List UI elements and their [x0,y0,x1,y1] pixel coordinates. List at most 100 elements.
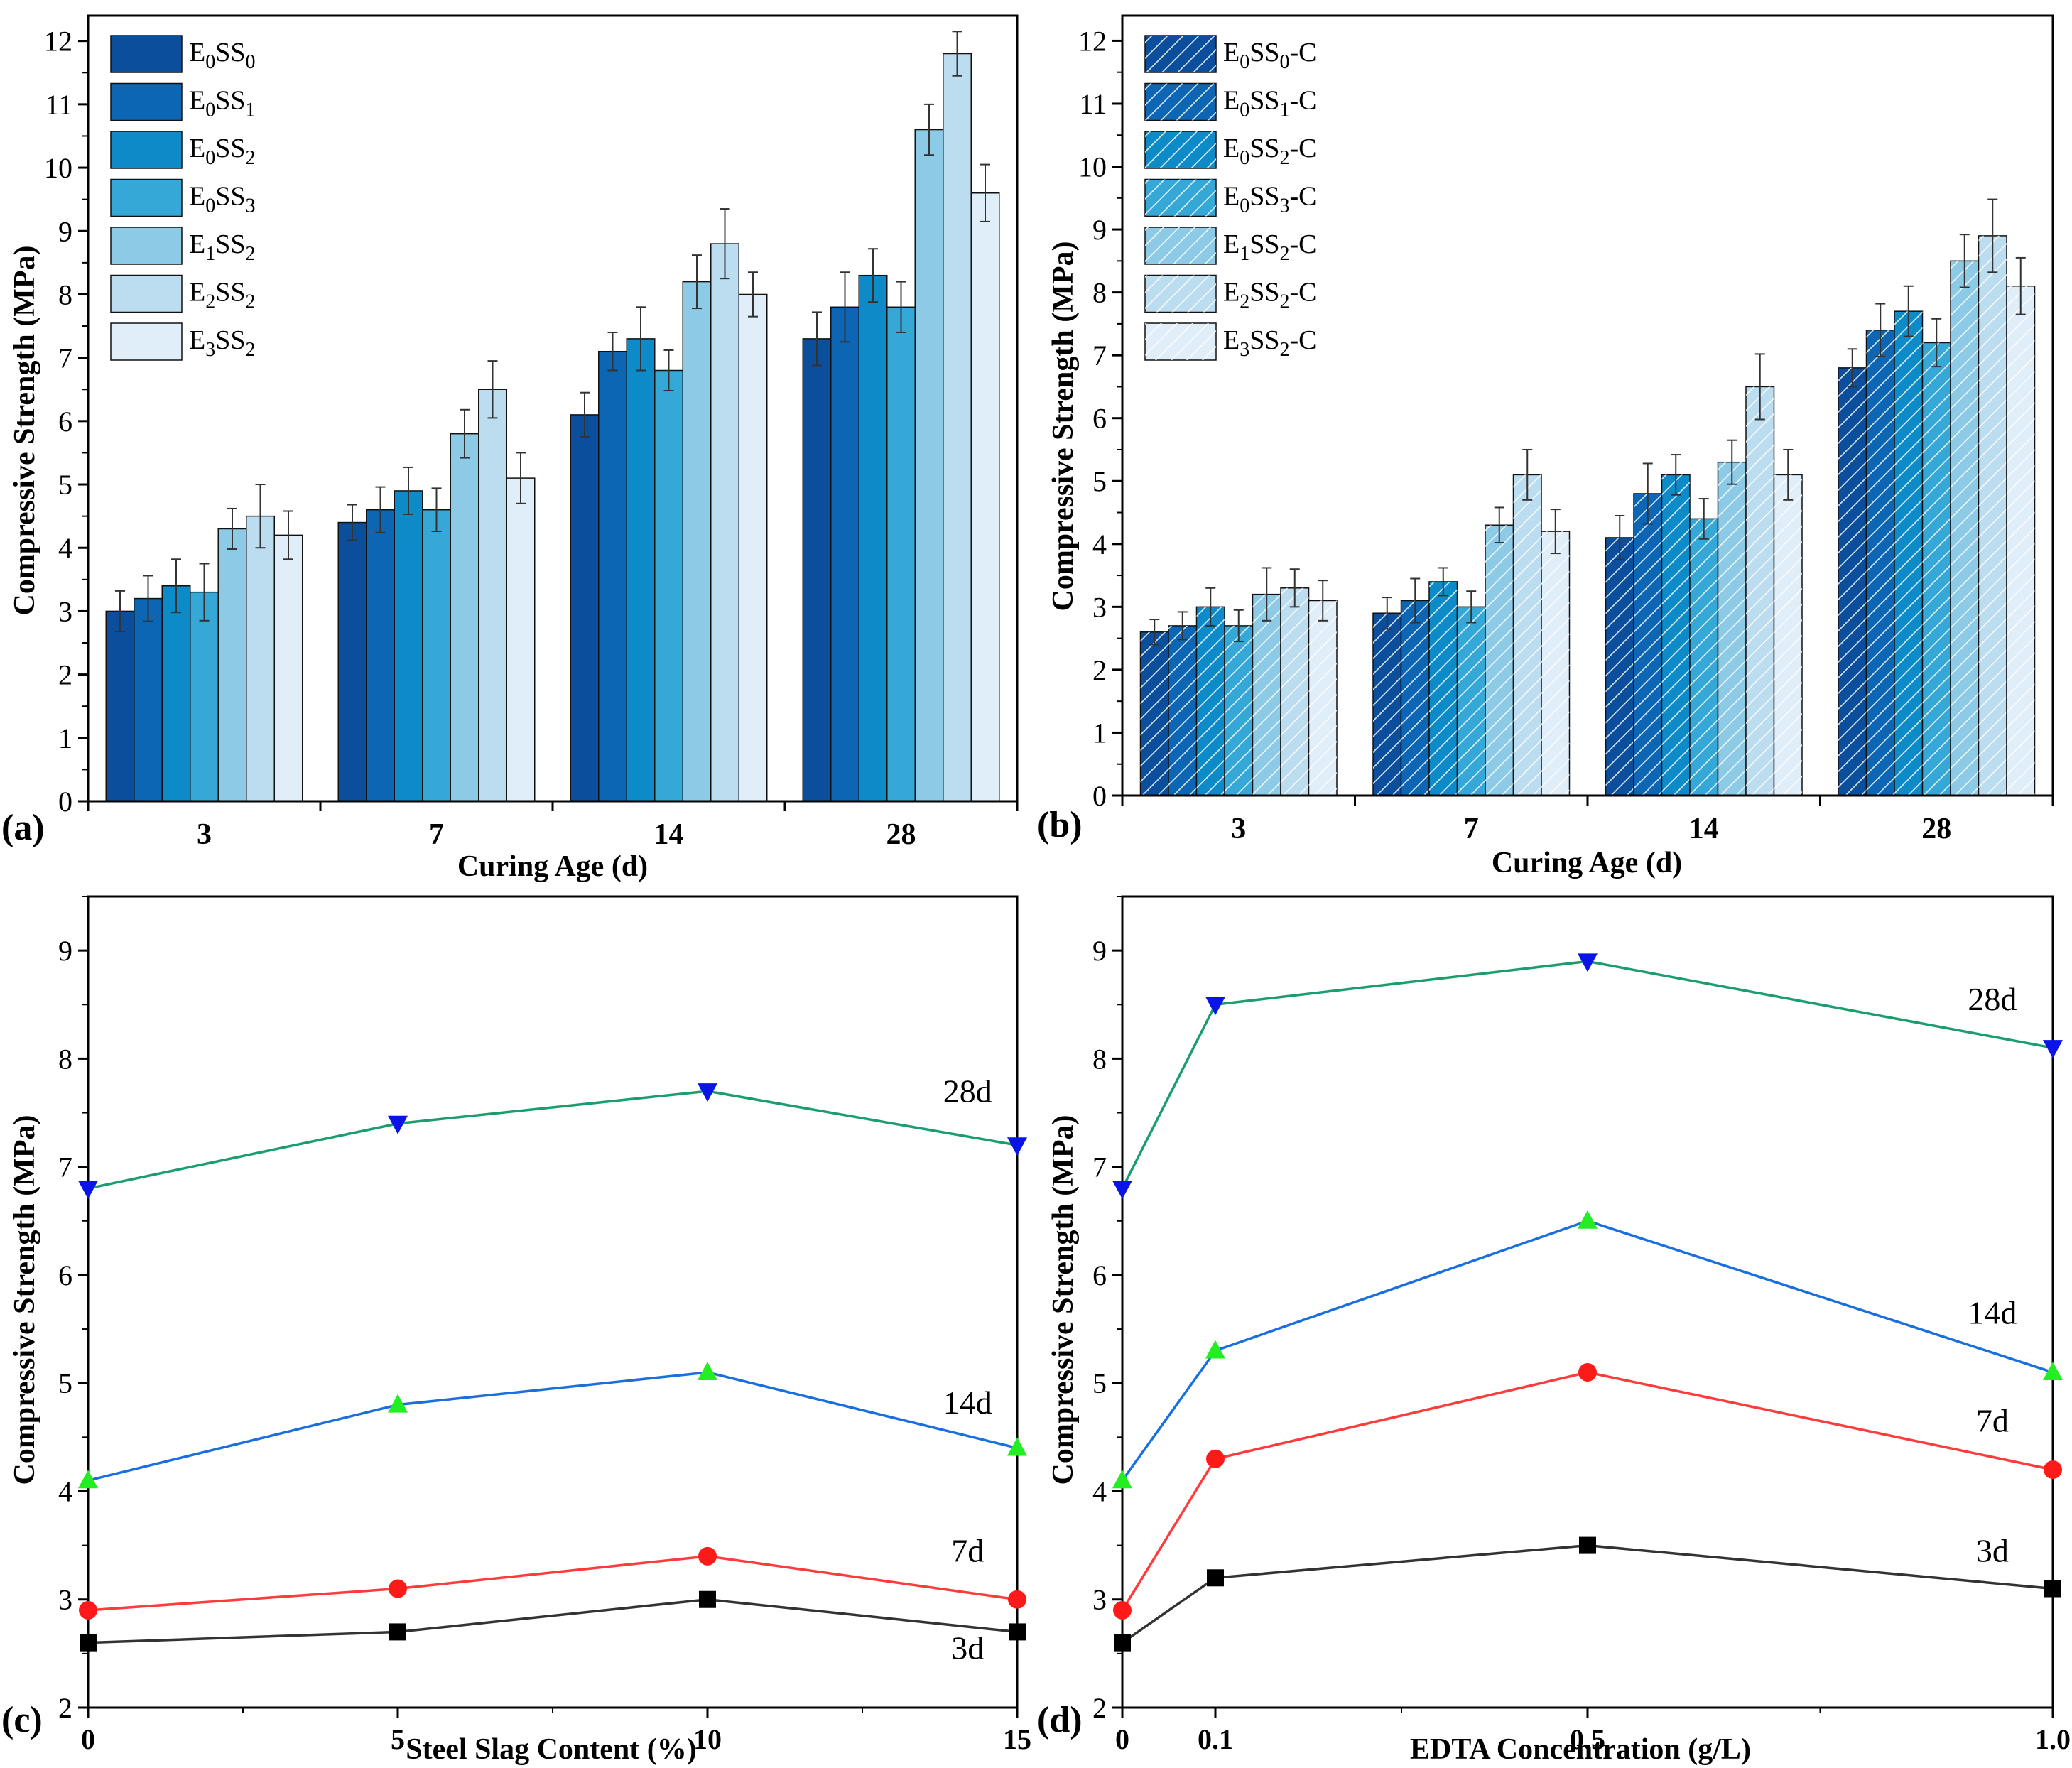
panel-a-legend-text-s2: 2 [246,243,256,265]
panel-b-label: (b) [1037,805,1083,845]
panel-c-line-3d [87,1598,1018,1644]
panel-b-legend-text-suffix: -C [1290,325,1317,355]
panel-b-bar-hatch-E0SS0-C-7 [1373,613,1401,796]
panel-a-legend-label-E0SS2: E0SS2 [189,134,256,169]
panel-b-bar-hatch-E0SS3-C-28 [1922,342,1951,796]
panel-a-bar-E0SS3-14 [654,369,683,802]
panel-b-legend-text-s2: 1 [1280,99,1290,121]
panel-c-x-tick-label: 5 [391,1723,405,1755]
panel-a-error-bar-E2SS2-28 [952,31,962,77]
panel-b-legend-text-s1: 0 [1240,147,1249,169]
panel-b-legend-text-s1: 0 [1240,195,1249,217]
panel-c-marker-14d-15 [1007,1437,1027,1456]
panel-c-marker-3d-5 [389,1623,406,1641]
panel-b-legend-text-mid: SS [1249,86,1279,116]
panel-c-line-14d [87,1371,1018,1482]
panel-a-bar-E1SS2-14 [682,281,712,802]
panel-a-legend-text-base: E [189,278,205,308]
panel-b-y-tick-label: 6 [1092,403,1107,435]
panel-a-legend-label-E3SS2: E3SS2 [189,325,256,361]
panel-a-error-bar-E1SS2-28 [924,103,934,156]
panel-a-bar-E1SS2-7 [450,433,479,802]
panel-a-bar-E0SS3-28 [886,306,916,802]
panel-a-legend-text-mid: SS [215,325,245,355]
panel-b-legend-swatch-hatch-E0SS1-C [1145,83,1216,121]
panel-c-y-tick-label: 5 [58,1367,72,1399]
panel-d-x-tick-label: 0.1 [1198,1723,1233,1755]
panel-b-legend-text-s2: 2 [1280,291,1290,313]
panel-a-legend-text-s1: 0 [205,195,215,217]
panel-b-bar-hatch-E3SS2-C-7 [1541,531,1570,796]
panel-a-bar-E0SS0-3 [105,610,135,802]
panel-a-error-bar-E2SS2-14 [720,208,730,280]
panel-d-marker-3d-1 [2044,1580,2061,1598]
panel-b-legend-text-mid: SS [1249,229,1279,259]
panel-a-bar-E1SS2-28 [914,129,944,802]
panel-c-y-tick-label: 6 [58,1259,72,1291]
panel-a-error-bar-E0SS3-14 [663,349,674,392]
panel-a-bar-E0SS2-7 [394,490,423,802]
panel-d-marker-3d-0.1 [1207,1569,1224,1587]
panel-b-bar-hatch-E2SS2-C-14 [1746,386,1774,796]
panel-b-legend-label-E0SS0-C: E0SS0-C [1223,38,1317,73]
panel-a-error-bar-E0SS2-7 [403,466,413,515]
panel-a-legend-text-base: E [189,182,205,212]
panel-a-x-tick-label-14: 14 [654,818,684,851]
panel-b-bar-hatch-E1SS2-C-28 [1951,261,1979,796]
panel-d-x-tick-label: 1.0 [2035,1723,2071,1755]
panel-b-error-bar-E3SS2-C-3 [1318,580,1328,622]
panel-d-marker-7d-0.5 [1578,1362,1597,1382]
panel-b-legend-label-E0SS3-C: E0SS3-C [1223,182,1317,217]
panel-b-error-bar-E0SS1-C-7 [1410,577,1421,624]
panel-d-y-tick-label: 7 [1092,1151,1107,1183]
panel-d-line-14d [1121,1219,2054,1482]
panel-b-y-tick-label: 9 [1092,214,1107,246]
panel-b-x-tick-label-3: 3 [1231,813,1246,845]
panel-b-bar-hatch-E0SS0-C-14 [1605,537,1634,796]
panel-d-label: (d) [1037,1700,1083,1740]
panel-b-legend-text-suffix: -C [1290,134,1317,163]
panel-a-error-bar-E1SS2-3 [227,507,237,551]
panel-b-error-bar-E0SS3-C-7 [1466,590,1477,624]
panel-c-y-tick-label: 3 [58,1584,72,1616]
panel-a-error-bar-E3SS2-14 [748,271,758,318]
panel-a-bar-E0SS1-3 [134,597,163,802]
panel-c-marker-3d-10 [699,1590,716,1608]
panel-b-y-tick-label: 2 [1092,654,1107,686]
panel-b-bar-hatch-E1SS2-C-14 [1718,462,1746,796]
panel-a-legend-swatch-E3SS2 [110,322,183,361]
panel-c-marker-7d-0 [79,1600,97,1620]
panel-a-error-bar-E1SS2-7 [460,408,470,459]
panel-c-marker-7d-15 [1008,1590,1026,1609]
panel-d-marker-7d-0 [1113,1600,1132,1620]
panel-a-legend-text-mid: SS [215,182,245,212]
panel-b-legend-text-suffix: -C [1290,182,1317,212]
panel-c-series-label-3d: 3d [951,1629,984,1666]
panel-a-bar-E0SS1-28 [830,306,859,802]
panel-a-legend-text-mid: SS [215,229,245,259]
panel-c-y-tick-label: 9 [58,935,72,967]
panel-d-x-tick-label: 0.5 [1570,1723,1605,1755]
panel-a-legend-label-E0SS3: E0SS3 [189,182,256,217]
panel-d-marker-3d-0 [1114,1634,1131,1652]
panel-d-marker-28d-0.5 [1578,953,1598,972]
panel-a-y-tick-label: 12 [44,26,72,58]
panel-a-bar-E2SS2-3 [246,515,275,802]
panel-b-y-tick-label: 0 [1092,780,1107,812]
panel-a-error-bar-E0SS0-28 [812,311,822,367]
panel-d-marker-14d-0 [1112,1470,1132,1489]
panel-a-y-tick-label: 6 [58,406,72,438]
panel-a-bar-E0SS2-14 [626,338,656,802]
panel-c-marker-14d-5 [388,1394,408,1413]
panel-b-y-tick-label: 8 [1092,277,1107,309]
panel-d-marker-14d-0.1 [1205,1340,1225,1359]
panel-a-y-tick-label: 3 [58,595,72,627]
panel-c-line-chart: 3d 7d 14d 28d 2 3 4 5 6 7 8 9 0 5 10 15 (c) Steel Slag … [1,895,1031,1766]
panel-a-legend-swatch-E0SS3 [110,178,183,217]
panel-a-legend-label-E0SS0: E0SS0 [189,38,256,73]
panel-c-marker-7d-5 [389,1579,407,1598]
panel-a-y-tick-label: 11 [45,89,72,121]
panel-b-legend-text-s2: 2 [1280,339,1290,361]
